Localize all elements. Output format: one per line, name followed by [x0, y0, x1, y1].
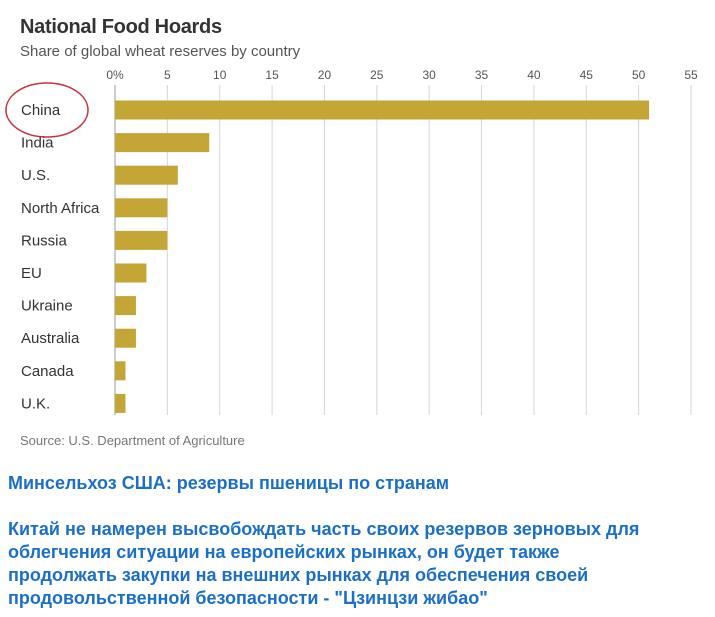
tick-label: 40: [527, 68, 541, 82]
bar: [115, 198, 168, 218]
category-label: EU: [21, 265, 42, 282]
bar: [115, 328, 136, 348]
tick-label: 45: [580, 68, 594, 82]
category-label: Russia: [21, 232, 68, 249]
caption-body: Китай не намерен высвобождать часть свои…: [8, 518, 698, 610]
category-label: Canada: [21, 363, 74, 380]
bar: [115, 263, 147, 283]
tick-label: 25: [370, 68, 384, 82]
chart-subtitle: Share of global wheat reserves by countr…: [20, 43, 301, 60]
tick-label: 15: [265, 68, 279, 82]
tick-label: 50: [632, 68, 646, 82]
category-label: North Africa: [21, 200, 100, 217]
tick-label: 35: [475, 68, 489, 82]
bar-chart: 0% 5 10 15 20 25 30 35 40 45 50 55 China India U.S. Nor…: [5, 68, 698, 415]
bar: [115, 230, 168, 250]
category-label: U.S.: [21, 167, 50, 184]
bar: [115, 165, 178, 185]
tick-label: 20: [318, 68, 332, 82]
category-label: U.K.: [21, 395, 50, 412]
tick-label: 55: [684, 68, 698, 82]
caption-line: продовольственной безопасности - "Цзинцз…: [8, 588, 488, 608]
category-label: India: [21, 135, 54, 152]
bar: [115, 393, 126, 413]
caption-line: продолжать закупки на внешних рынках для…: [8, 565, 589, 585]
category-label: Australia: [21, 330, 80, 347]
caption-headline: Минсельхоз США: резервы пшеницы по стран…: [8, 473, 450, 493]
tick-label: 0%: [106, 68, 124, 82]
highlight-circle: [5, 82, 89, 138]
tick-label: 10: [213, 68, 227, 82]
bar: [115, 100, 650, 120]
category-label: Ukraine: [21, 298, 73, 315]
tick-label: 5: [164, 68, 171, 82]
category-label: China: [21, 102, 61, 119]
caption-line: Китай не намерен высвобождать часть свои…: [8, 519, 640, 539]
bar: [115, 361, 126, 381]
bar: [115, 296, 136, 316]
chart-title: National Food Hoards: [20, 16, 222, 38]
source-note: Source: U.S. Department of Agriculture: [20, 433, 245, 448]
bar: [115, 133, 210, 153]
caption-line: облегчения ситуации на европейских рынка…: [8, 542, 560, 562]
tick-label: 30: [423, 68, 437, 82]
